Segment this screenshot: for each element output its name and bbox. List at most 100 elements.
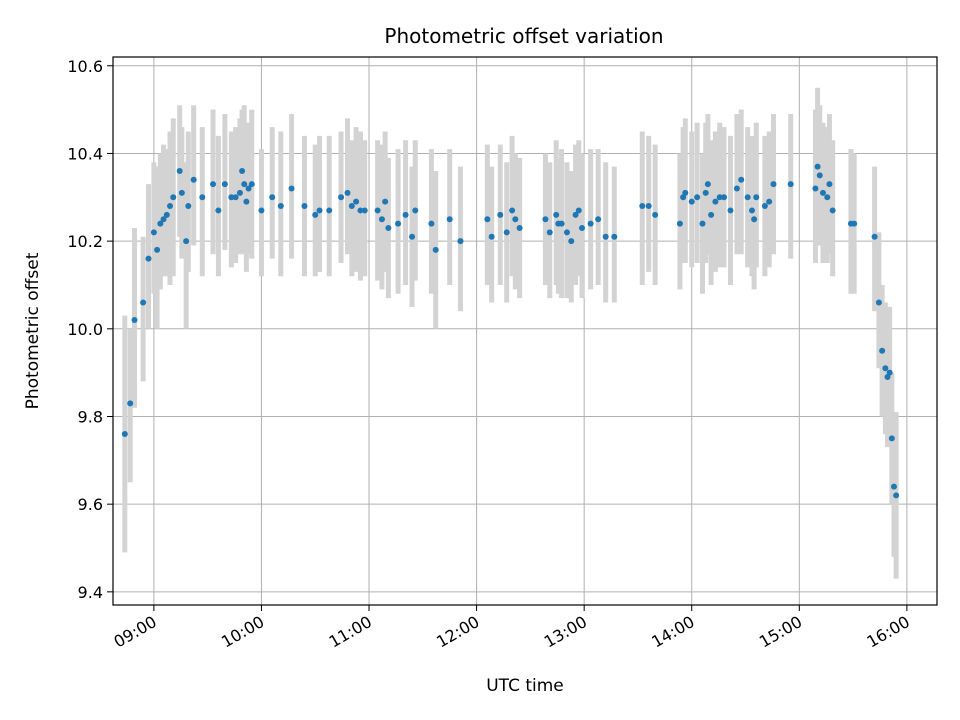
y-tick-label: 9.4 — [78, 583, 103, 602]
data-point — [748, 207, 755, 214]
data-point — [178, 189, 185, 196]
x-axis-label: UTC time — [486, 676, 564, 696]
data-point — [879, 347, 886, 354]
data-point — [378, 216, 385, 223]
data-points — [121, 163, 900, 499]
data-point — [210, 181, 217, 188]
data-point — [699, 220, 706, 227]
data-point — [652, 211, 659, 218]
data-point — [826, 181, 833, 188]
data-point — [248, 181, 255, 188]
data-point — [595, 216, 602, 223]
data-point — [816, 172, 823, 179]
data-point — [301, 203, 308, 210]
data-point — [239, 167, 246, 174]
data-point — [503, 229, 510, 236]
data-point — [753, 194, 760, 201]
data-point — [402, 211, 409, 218]
data-point — [432, 246, 439, 253]
data-point — [708, 211, 715, 218]
data-point — [312, 211, 319, 218]
data-point — [575, 207, 582, 214]
data-point — [232, 194, 239, 201]
data-point — [766, 198, 773, 205]
data-point — [382, 198, 389, 205]
data-point — [712, 198, 719, 205]
y-tick-label: 10.6 — [67, 57, 103, 76]
data-point — [568, 238, 575, 245]
data-point — [824, 194, 831, 201]
data-point — [243, 198, 250, 205]
data-point — [676, 220, 683, 227]
y-tick-label: 10.2 — [67, 232, 103, 251]
data-point — [812, 185, 819, 192]
data-point — [338, 194, 345, 201]
data-point — [888, 435, 895, 442]
y-axis: 9.4 9.6 9.8 10.0 10.2 10.4 10.6 — [67, 57, 113, 602]
grid — [113, 57, 937, 605]
data-point — [871, 233, 878, 240]
data-point — [160, 216, 167, 223]
data-point — [886, 369, 893, 376]
data-point — [170, 194, 177, 201]
y-tick-label: 9.6 — [78, 495, 103, 514]
data-point — [509, 207, 516, 214]
data-point — [215, 207, 222, 214]
data-point — [446, 216, 453, 223]
data-point — [228, 194, 235, 201]
data-point — [154, 246, 161, 253]
data-point — [829, 207, 836, 214]
data-point — [512, 216, 519, 223]
data-point — [167, 203, 174, 210]
data-point — [190, 176, 197, 183]
data-point — [688, 198, 695, 205]
data-point — [488, 233, 495, 240]
data-point — [639, 203, 646, 210]
data-point — [553, 211, 560, 218]
y-axis-label: Photometric offset — [23, 252, 43, 409]
data-point — [185, 203, 192, 210]
data-point — [761, 203, 768, 210]
data-point — [851, 220, 858, 227]
data-point — [751, 216, 758, 223]
data-point — [326, 207, 333, 214]
data-point — [241, 181, 248, 188]
data-point — [744, 194, 751, 201]
data-point — [277, 203, 284, 210]
data-point — [353, 198, 360, 205]
data-point — [484, 216, 491, 223]
data-point — [893, 492, 900, 499]
data-point — [546, 229, 553, 236]
data-point — [127, 400, 134, 407]
y-tick-label: 9.8 — [78, 407, 103, 426]
data-point — [704, 181, 711, 188]
data-point — [572, 211, 579, 218]
data-point — [558, 220, 565, 227]
data-point — [727, 207, 734, 214]
data-point — [563, 229, 570, 236]
data-point — [344, 189, 351, 196]
data-point — [602, 233, 609, 240]
data-point — [733, 185, 740, 192]
data-point — [428, 220, 435, 227]
data-point — [157, 220, 164, 227]
data-point — [385, 224, 392, 231]
data-point — [814, 163, 821, 170]
chart-title: Photometric offset variation — [384, 24, 663, 48]
data-point — [163, 211, 170, 218]
data-point — [787, 181, 794, 188]
data-point — [236, 189, 243, 196]
data-point — [457, 238, 464, 245]
data-point — [611, 233, 618, 240]
data-point — [579, 224, 586, 231]
data-point — [875, 299, 882, 306]
data-point — [682, 189, 689, 196]
data-point — [258, 207, 265, 214]
data-point — [738, 176, 745, 183]
data-point — [890, 483, 897, 490]
data-point — [882, 365, 889, 372]
y-tick-label: 10.0 — [67, 320, 103, 339]
data-point — [702, 189, 709, 196]
data-point — [409, 233, 416, 240]
